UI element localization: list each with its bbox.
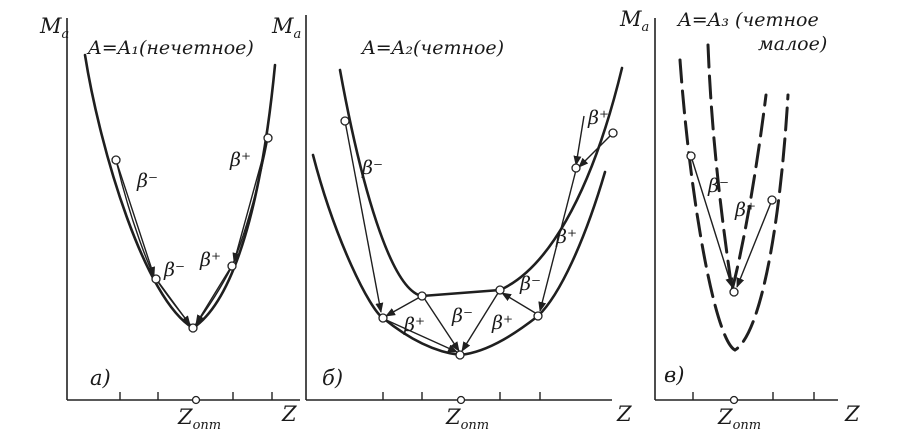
panel-a-y-label: Ma: [39, 14, 69, 42]
panel-b-beta-label: β⁺: [491, 312, 513, 334]
panel-a-beta-label: β⁻: [163, 259, 185, 281]
panel-c-nucleus: [729, 287, 739, 297]
panel-b-arrow: [573, 115, 585, 166]
panel-b-nucleus: [455, 350, 465, 360]
panel-a-beta-label: β⁺: [199, 249, 221, 271]
panel-c-lower-parabola: [678, 58, 790, 352]
panel-b-beta-label: β⁺: [403, 314, 425, 336]
panel-b-beta-label: β⁻: [451, 305, 473, 327]
panel-b-nucleus: [340, 116, 350, 126]
panel-b-nucleus: [378, 313, 388, 323]
panel-b-beta-label: β⁺: [555, 226, 577, 248]
panel-b-nucleus: [571, 163, 581, 173]
panel-a-arrow-4: [195, 266, 232, 325]
panel-a-nucleus: [111, 155, 121, 165]
panel-c-ticks: [692, 392, 815, 400]
panel-a-zopt-marker: [191, 395, 201, 405]
panel-c-arrow: [736, 199, 773, 288]
panel-b-nucleus: [495, 285, 505, 295]
panel-b-nucleus: [608, 128, 618, 138]
panel-b-arrow: [423, 297, 460, 352]
panel-b-arrow: [385, 296, 421, 317]
panel-b-arrow: [578, 132, 614, 168]
panel-b-title: A=A₂(четное): [360, 37, 504, 59]
panel-a-nucleus: [227, 261, 237, 271]
panel-b-ticks: [382, 392, 541, 400]
panel-b-zopt-label: Zопт: [445, 405, 489, 433]
panel-a-ticks: [119, 392, 273, 400]
panel-a: Ma A=A₁(нечетное) β⁻ β⁺ β⁻ β⁺ а) Z Zопт: [39, 14, 300, 433]
panel-c-x-label: Z: [844, 402, 860, 426]
panel-b-y-label: Ma: [271, 14, 301, 42]
panel-a-parabola: [83, 53, 277, 330]
panel-b-letter: б): [322, 366, 343, 390]
panel-a-arrow-3: [232, 137, 269, 263]
panel-a-zopt-label: Zопт: [177, 405, 221, 433]
panel-b-beta-label: β⁻: [519, 273, 541, 295]
panel-a-arrow-1: [115, 159, 155, 277]
panel-b-beta-label: β⁻: [361, 157, 383, 179]
panel-c-beta-label: β⁻: [707, 175, 729, 197]
panel-b-nucleus: [533, 311, 543, 321]
panel-b-beta-label: β⁺: [587, 107, 609, 129]
panel-a-beta-label: β⁺: [229, 149, 251, 171]
panel-a-x-label: Z: [281, 402, 297, 426]
panel-a-beta-label: β⁻: [136, 170, 158, 192]
panel-b-upper-parabola: [338, 66, 624, 298]
panel-c-arrow: [690, 155, 734, 288]
panel-c: Ma A=A₃ (четное малое) β⁻ β⁺ в) Z Zопт: [619, 7, 860, 433]
panel-b-arrow: [501, 292, 538, 315]
panel-c-nucleus: [686, 151, 696, 161]
panel-c-beta-label: β⁺: [734, 199, 756, 221]
panel-c-title-line1: A=A₃ (четное: [676, 9, 819, 31]
panel-a-nucleus: [151, 274, 161, 284]
panel-c-nucleus: [767, 195, 777, 205]
panel-a-nucleus: [263, 133, 273, 143]
panel-a-nucleus: [188, 323, 198, 333]
panel-b-x-label: Z: [616, 402, 632, 426]
panel-a-arrow-2: [156, 279, 191, 326]
panel-a-letter: а): [90, 366, 111, 390]
panel-c-upper-parabola: [706, 43, 768, 291]
panel-c-y-label: Ma: [619, 7, 649, 35]
panel-c-zopt-label: Zопт: [717, 405, 761, 433]
panel-c-letter: в): [664, 363, 684, 387]
panel-b-zopt-marker: [456, 395, 466, 405]
panel-a-title: A=A₁(нечетное): [86, 37, 254, 59]
panel-b-arrow: [461, 292, 499, 352]
panel-b-arrow: [344, 120, 384, 313]
panel-c-title-line2: малое): [758, 33, 827, 55]
panel-b-nucleus: [417, 291, 427, 301]
panel-c-zopt-marker: [729, 395, 739, 405]
panel-b: Ma A=A₂(четное) β⁺ β⁻ β⁺ β⁺ β⁻ β⁺ β⁻ б) …: [271, 14, 632, 433]
panel-b-arrow: [383, 318, 458, 353]
panel-b-arrow: [538, 169, 577, 312]
